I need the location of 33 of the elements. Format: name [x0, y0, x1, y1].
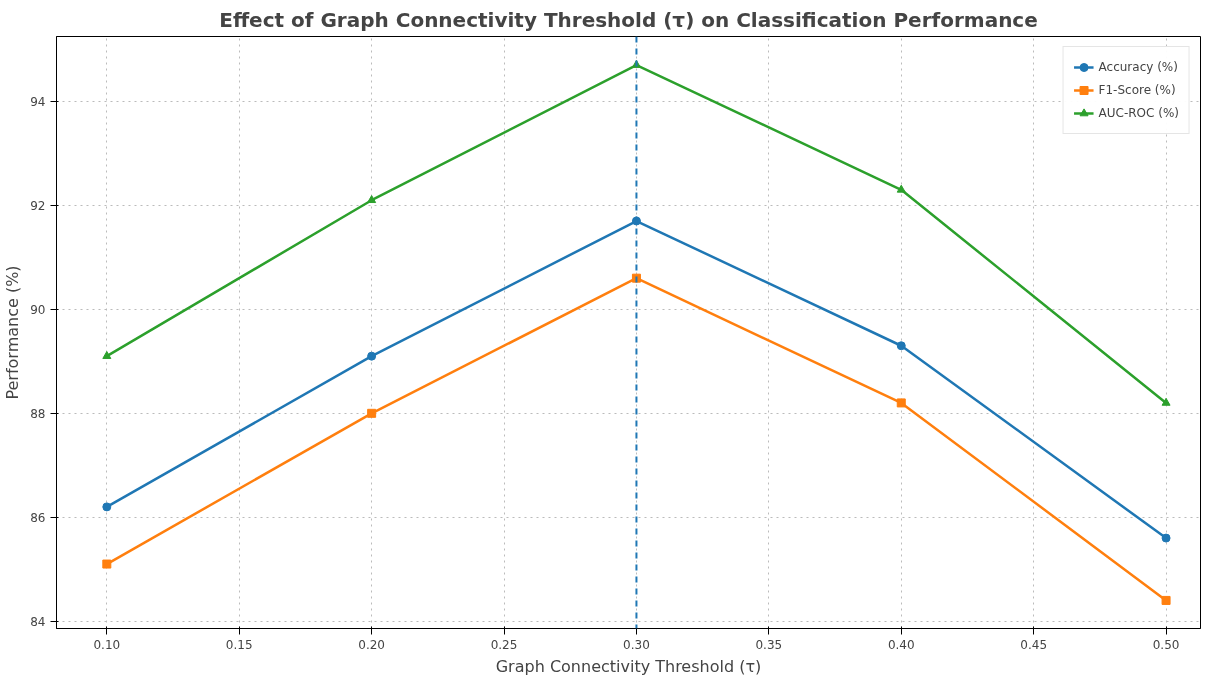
- x-tick-label: 0.10: [93, 637, 121, 652]
- point: [1161, 533, 1171, 543]
- y-tick-label: 86: [30, 510, 46, 525]
- point: [102, 351, 112, 359]
- x-axis-title: Graph Connectivity Threshold (τ): [495, 656, 762, 676]
- point: [102, 502, 112, 512]
- x-tick-label: 0.40: [887, 637, 915, 652]
- legend-label: F1-Score (%): [1098, 83, 1176, 97]
- legend-label: AUC-ROC (%): [1098, 106, 1179, 120]
- x-tick-label: 0.15: [225, 637, 253, 652]
- y-tick-label: 90: [30, 302, 46, 317]
- y-axis-title: Performance (%): [3, 265, 23, 400]
- point: [367, 408, 377, 418]
- x-tick-label: 0.45: [1020, 637, 1048, 652]
- point: [896, 341, 906, 351]
- y-tick-label: 92: [30, 198, 46, 213]
- point: [896, 398, 906, 408]
- point: [367, 195, 377, 204]
- point: [102, 559, 112, 569]
- y-tick-label: 94: [30, 94, 46, 109]
- x-tick-label: 0.25: [490, 637, 518, 652]
- x-tick-label: 0.50: [1152, 637, 1180, 652]
- x-tick-label: 0.20: [358, 637, 385, 652]
- y-tick-label: 84: [30, 614, 46, 629]
- chart-title: Effect of Graph Connectivity Threshold (τ) on Classification Performance: [219, 7, 1038, 32]
- point: [367, 351, 377, 361]
- point: [1161, 595, 1171, 605]
- x-tick-label: 0.35: [755, 637, 783, 652]
- point: [896, 184, 906, 193]
- x-tick-label: 0.30: [623, 637, 650, 652]
- legend-label: Accuracy (%): [1098, 60, 1178, 74]
- y-tick-label: 88: [30, 406, 46, 421]
- point: [1161, 397, 1171, 406]
